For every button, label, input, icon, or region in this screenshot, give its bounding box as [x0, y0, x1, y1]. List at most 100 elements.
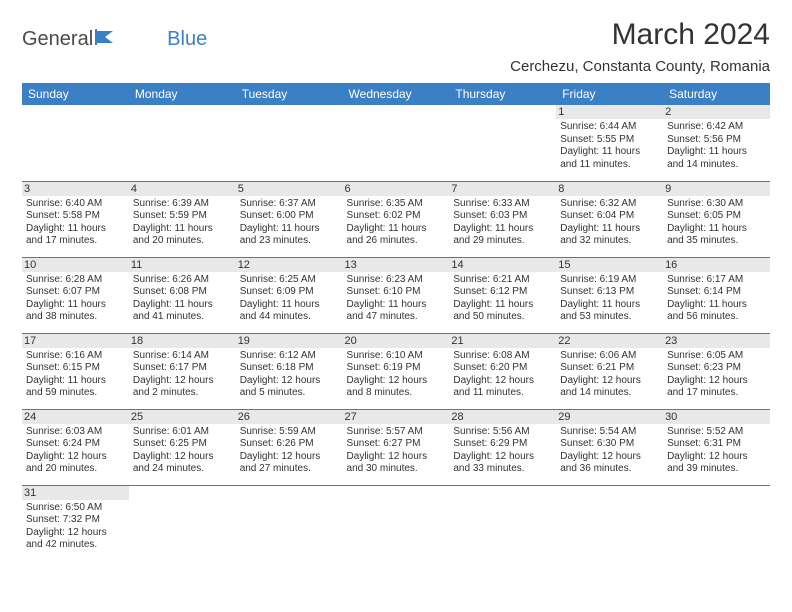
day-number: 19: [236, 334, 343, 348]
calendar-week: 24 Sunrise: 6:03 AMSunset: 6:24 PMDayligh…: [22, 409, 770, 485]
sunset-text: Sunset: 7:32 PM: [26, 514, 125, 527]
daylight-text-2: and 17 minutes.: [26, 235, 125, 248]
calendar-day: .: [449, 485, 556, 561]
day-number: 24: [22, 410, 129, 424]
sunset-text: Sunset: 6:21 PM: [560, 362, 659, 375]
sunrise-text: Sunrise: 6:21 AM: [453, 274, 552, 287]
day-number: 26: [236, 410, 343, 424]
calendar-day: .: [236, 485, 343, 561]
daylight-text-2: and 23 minutes.: [240, 235, 339, 248]
day-number: 31: [22, 486, 129, 500]
daylight-text-1: Daylight: 11 hours: [667, 223, 766, 236]
daylight-text-1: Daylight: 12 hours: [26, 451, 125, 464]
day-info: Sunrise: 6:35 AMSunset: 6:02 PMDaylight:…: [347, 198, 446, 248]
sunset-text: Sunset: 5:56 PM: [667, 134, 766, 147]
daylight-text-1: Daylight: 11 hours: [453, 223, 552, 236]
sunset-text: Sunset: 6:12 PM: [453, 286, 552, 299]
sunset-text: Sunset: 6:27 PM: [347, 438, 446, 451]
daylight-text-2: and 56 minutes.: [667, 311, 766, 324]
daylight-text-1: Daylight: 12 hours: [347, 451, 446, 464]
calendar-day: .: [22, 105, 129, 181]
day-number: 4: [129, 182, 236, 196]
daylight-text-2: and 44 minutes.: [240, 311, 339, 324]
calendar-day: 3Sunrise: 6:40 AMSunset: 5:58 PMDaylight…: [22, 181, 129, 257]
day-info: Sunrise: 6:14 AMSunset: 6:17 PMDaylight:…: [133, 350, 232, 400]
day-number: 13: [343, 258, 450, 272]
sunset-text: Sunset: 6:23 PM: [667, 362, 766, 375]
daylight-text-1: Daylight: 11 hours: [133, 223, 232, 236]
calendar-day: .: [343, 105, 450, 181]
day-header-row: Sunday Monday Tuesday Wednesday Thursday…: [22, 83, 770, 105]
daylight-text-1: Daylight: 11 hours: [26, 375, 125, 388]
calendar-week: .....1Sunrise: 6:44 AMSunset: 5:55 PMDay…: [22, 105, 770, 181]
sunrise-text: Sunrise: 6:10 AM: [347, 350, 446, 363]
calendar-day: 18Sunrise: 6:14 AMSunset: 6:17 PMDayligh…: [129, 333, 236, 409]
sunset-text: Sunset: 6:03 PM: [453, 210, 552, 223]
day-info: Sunrise: 6:44 AMSunset: 5:55 PMDaylight:…: [560, 121, 659, 171]
sunrise-text: Sunrise: 6:44 AM: [560, 121, 659, 134]
daylight-text-2: and 33 minutes.: [453, 463, 552, 476]
day-info: Sunrise: 6:03 AMSunset: 6:24 PMDaylight:…: [26, 426, 125, 476]
logo: GeneralBlue: [22, 28, 207, 51]
daylight-text-2: and 26 minutes.: [347, 235, 446, 248]
day-number: 28: [449, 410, 556, 424]
sunset-text: Sunset: 6:05 PM: [667, 210, 766, 223]
day-info: Sunrise: 6:12 AMSunset: 6:18 PMDaylight:…: [240, 350, 339, 400]
logo-text-1: General: [22, 28, 93, 51]
day-info: Sunrise: 6:25 AMSunset: 6:09 PMDaylight:…: [240, 274, 339, 324]
daylight-text-1: Daylight: 11 hours: [347, 223, 446, 236]
day-info: Sunrise: 6:10 AMSunset: 6:19 PMDaylight:…: [347, 350, 446, 400]
day-number: 21: [449, 334, 556, 348]
daylight-text-2: and 50 minutes.: [453, 311, 552, 324]
daylight-text-1: Daylight: 11 hours: [560, 146, 659, 159]
daylight-text-2: and 24 minutes.: [133, 463, 232, 476]
daylight-text-2: and 11 minutes.: [453, 387, 552, 400]
day-number: 8: [556, 182, 663, 196]
day-info: Sunrise: 6:26 AMSunset: 6:08 PMDaylight:…: [133, 274, 232, 324]
calendar-day: .: [556, 485, 663, 561]
daylight-text-2: and 38 minutes.: [26, 311, 125, 324]
calendar-day: 19 Sunrise: 6:12 AMSunset: 6:18 PMDayligh…: [236, 333, 343, 409]
sunrise-text: Sunrise: 6:12 AM: [240, 350, 339, 363]
sunrise-text: Sunrise: 6:35 AM: [347, 198, 446, 211]
daylight-text-1: Daylight: 11 hours: [133, 299, 232, 312]
daylight-text-2: and 14 minutes.: [560, 387, 659, 400]
day-info: Sunrise: 6:42 AMSunset: 5:56 PMDaylight:…: [667, 121, 766, 171]
sunrise-text: Sunrise: 6:23 AM: [347, 274, 446, 287]
day-info: Sunrise: 6:17 AMSunset: 6:14 PMDaylight:…: [667, 274, 766, 324]
calendar-day: 7Sunrise: 6:33 AMSunset: 6:03 PMDaylight…: [449, 181, 556, 257]
day-number: 2: [663, 105, 770, 119]
daylight-text-2: and 20 minutes.: [133, 235, 232, 248]
calendar-day: 1 Sunrise: 6:44 AMSunset: 5:55 PMDaylight…: [556, 105, 663, 181]
day-info: Sunrise: 6:33 AMSunset: 6:03 PMDaylight:…: [453, 198, 552, 248]
day-info: Sunrise: 6:08 AMSunset: 6:20 PMDaylight:…: [453, 350, 552, 400]
day-number: 5: [236, 182, 343, 196]
daylight-text-2: and 14 minutes.: [667, 159, 766, 172]
daylight-text-2: and 2 minutes.: [133, 387, 232, 400]
sunset-text: Sunset: 6:29 PM: [453, 438, 552, 451]
sunset-text: Sunset: 6:18 PM: [240, 362, 339, 375]
day-header: Thursday: [449, 83, 556, 105]
day-number: 1: [556, 105, 663, 119]
sunset-text: Sunset: 6:13 PM: [560, 286, 659, 299]
calendar-day: 26Sunrise: 5:59 AMSunset: 6:26 PMDayligh…: [236, 409, 343, 485]
sunrise-text: Sunrise: 5:52 AM: [667, 426, 766, 439]
day-header: Sunday: [22, 83, 129, 105]
calendar-day: 12Sunrise: 6:25 AMSunset: 6:09 PMDayligh…: [236, 257, 343, 333]
day-info: Sunrise: 6:37 AMSunset: 6:00 PMDaylight:…: [240, 198, 339, 248]
daylight-text-2: and 39 minutes.: [667, 463, 766, 476]
sunrise-text: Sunrise: 6:08 AM: [453, 350, 552, 363]
calendar-day: .: [343, 485, 450, 561]
daylight-text-2: and 30 minutes.: [347, 463, 446, 476]
day-number: 3: [22, 182, 129, 196]
page-header: GeneralBlue March 2024 Cerchezu, Constan…: [22, 18, 770, 75]
sunset-text: Sunset: 6:19 PM: [347, 362, 446, 375]
calendar-week: 17Sunrise: 6:16 AMSunset: 6:15 PMDayligh…: [22, 333, 770, 409]
calendar-day: .: [236, 105, 343, 181]
day-number: 22: [556, 334, 663, 348]
sunrise-text: Sunrise: 6:25 AM: [240, 274, 339, 287]
day-header: Saturday: [663, 83, 770, 105]
day-header: Tuesday: [236, 83, 343, 105]
day-number: 17: [22, 334, 129, 348]
day-info: Sunrise: 6:23 AMSunset: 6:10 PMDaylight:…: [347, 274, 446, 324]
